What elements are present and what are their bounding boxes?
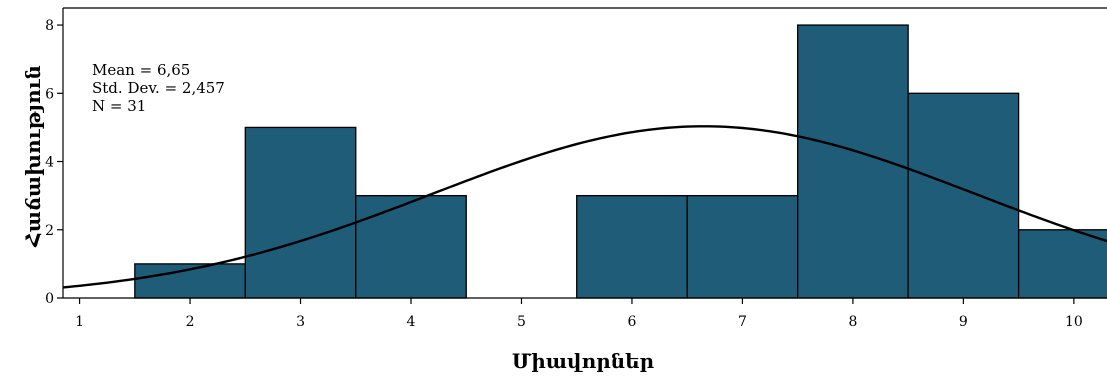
x-tick-label-10: 10 xyxy=(1065,314,1083,330)
stats-n: N = 31 xyxy=(92,97,146,115)
histogram-bar-8 xyxy=(797,24,909,299)
x-tick-label-5: 5 xyxy=(517,314,526,330)
histogram-bar-10 xyxy=(1017,229,1107,299)
histogram-bar-3 xyxy=(244,126,357,299)
y-tick-label-8: 8 xyxy=(45,18,54,34)
histogram-bar-7 xyxy=(686,194,799,299)
x-tick-label-2: 2 xyxy=(186,314,195,330)
x-tick-label-4: 4 xyxy=(407,314,416,330)
histogram-bar-6 xyxy=(576,194,688,299)
y-axis-ticks: 0 2 4 6 8 xyxy=(45,18,63,307)
x-axis-ticks: 1 2 3 4 5 6 7 8 9 10 xyxy=(75,298,1083,330)
y-tick-label-6: 6 xyxy=(45,86,54,102)
x-tick-label-9: 9 xyxy=(959,314,968,330)
y-tick-label-0: 0 xyxy=(45,291,54,307)
x-axis-title: Միավորներ xyxy=(512,349,655,373)
x-tick-label-3: 3 xyxy=(296,314,305,330)
y-tick-label-4: 4 xyxy=(45,155,54,171)
x-tick-label-8: 8 xyxy=(848,314,857,330)
stats-mean: Mean = 6,65 xyxy=(92,61,190,79)
x-tick-label-6: 6 xyxy=(627,314,636,330)
histogram-bar-9 xyxy=(907,92,1020,299)
x-tick-label-7: 7 xyxy=(738,314,747,330)
stats-std: Std. Dev. = 2,457 xyxy=(92,79,225,97)
histogram-bar-4 xyxy=(355,194,467,299)
normal-curve xyxy=(62,125,1107,289)
x-tick-label-1: 1 xyxy=(75,314,84,330)
y-tick-label-2: 2 xyxy=(45,223,54,239)
histogram-bars xyxy=(134,24,1107,299)
y-axis-title: Հաճախություն xyxy=(21,65,45,248)
stats-annotation: Mean = 6,65 Std. Dev. = 2,457 N = 31 xyxy=(92,61,225,115)
